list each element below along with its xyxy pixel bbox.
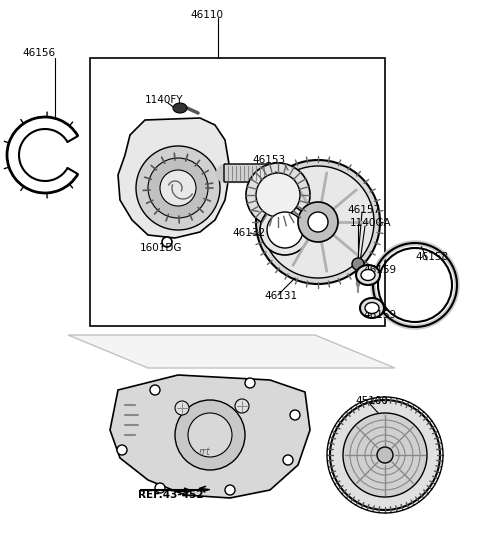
Ellipse shape — [260, 205, 310, 255]
Text: 46131: 46131 — [264, 291, 297, 301]
Ellipse shape — [267, 212, 303, 248]
Circle shape — [308, 212, 328, 232]
Text: rrt: rrt — [199, 447, 211, 457]
Circle shape — [246, 163, 310, 227]
Circle shape — [330, 400, 440, 510]
Ellipse shape — [365, 302, 379, 314]
Circle shape — [245, 378, 255, 388]
Text: 46156: 46156 — [22, 48, 55, 58]
Circle shape — [148, 158, 208, 218]
Circle shape — [298, 202, 338, 242]
Polygon shape — [68, 335, 395, 368]
Circle shape — [136, 146, 220, 230]
Ellipse shape — [356, 265, 380, 285]
Text: REF.43-452: REF.43-452 — [138, 490, 204, 500]
Text: 45100: 45100 — [355, 396, 388, 406]
Text: 1140FY: 1140FY — [145, 95, 183, 105]
Circle shape — [377, 447, 393, 463]
Bar — [90, 58, 385, 326]
Text: 46157: 46157 — [347, 205, 380, 215]
Ellipse shape — [361, 270, 375, 280]
Circle shape — [117, 445, 127, 455]
Polygon shape — [118, 118, 230, 238]
Circle shape — [225, 485, 235, 495]
Text: 46158: 46158 — [415, 252, 448, 262]
Text: 46110: 46110 — [190, 10, 223, 20]
Ellipse shape — [173, 103, 187, 113]
Circle shape — [256, 173, 300, 217]
Circle shape — [150, 385, 160, 395]
Circle shape — [283, 455, 293, 465]
FancyBboxPatch shape — [224, 164, 271, 182]
Circle shape — [256, 160, 380, 284]
Circle shape — [175, 401, 189, 415]
Circle shape — [160, 170, 196, 206]
Circle shape — [235, 399, 249, 413]
Circle shape — [175, 400, 245, 470]
Circle shape — [188, 413, 232, 457]
Text: 46153: 46153 — [252, 155, 285, 165]
Text: 46159: 46159 — [363, 265, 396, 275]
Circle shape — [162, 237, 172, 247]
Circle shape — [352, 258, 364, 270]
Text: 46159: 46159 — [363, 310, 396, 320]
Circle shape — [343, 413, 427, 497]
Text: 46132: 46132 — [232, 228, 265, 238]
Circle shape — [155, 483, 165, 493]
Text: 1140GA: 1140GA — [350, 218, 392, 228]
Ellipse shape — [360, 298, 384, 318]
Text: 1601DG: 1601DG — [140, 243, 182, 253]
Circle shape — [262, 166, 374, 278]
Polygon shape — [110, 375, 310, 498]
Circle shape — [290, 410, 300, 420]
